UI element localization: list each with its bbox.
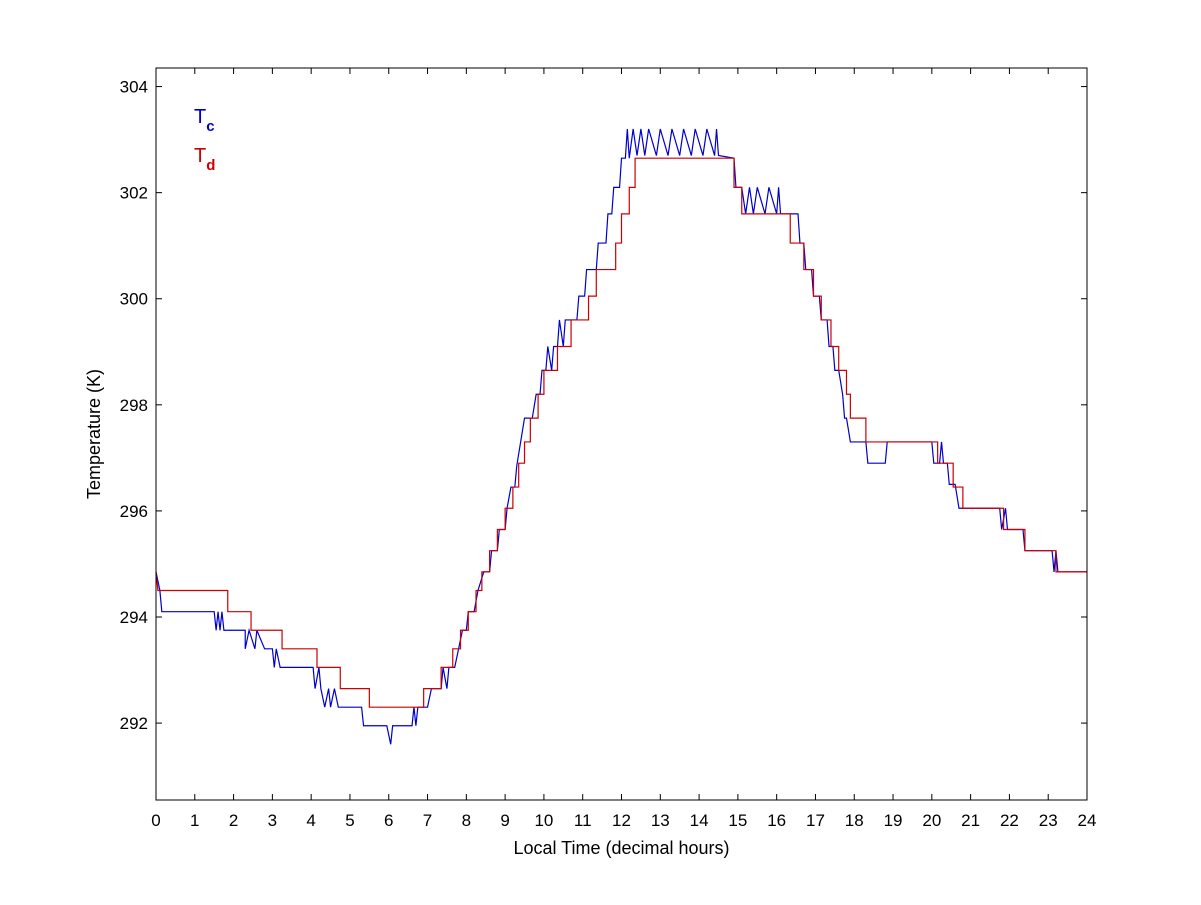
x-tick-label: 15 (728, 811, 747, 830)
x-tick-label: 14 (690, 811, 709, 830)
y-tick-label: 294 (120, 608, 148, 627)
x-tick-label: 17 (806, 811, 825, 830)
y-tick-label: 300 (120, 290, 148, 309)
plot-area (156, 68, 1087, 800)
y-tick-label: 304 (120, 78, 148, 97)
y-axis-label: Temperature (K) (84, 369, 104, 499)
y-tick-labels: 292 294 296 298 300 302 304 (120, 78, 148, 734)
x-tick-label: 7 (423, 811, 432, 830)
x-tick-label: 11 (574, 811, 592, 830)
x-tick-label: 18 (845, 811, 864, 830)
x-tick-label: 16 (767, 811, 786, 830)
x-tick-label: 23 (1039, 811, 1058, 830)
x-tick-label: 1 (190, 811, 199, 830)
y-tick-label: 298 (120, 396, 148, 415)
x-tick-label: 22 (1000, 811, 1019, 830)
x-tick-label: 0 (151, 811, 160, 830)
x-tick-label: 24 (1078, 811, 1097, 830)
x-tick-label: 8 (462, 811, 471, 830)
y-tick-label: 302 (120, 184, 148, 203)
x-tick-label: 20 (922, 811, 941, 830)
x-axis-label: Local Time (decimal hours) (513, 838, 729, 858)
x-tick-label: 5 (345, 811, 354, 830)
x-tick-label: 13 (651, 811, 670, 830)
x-tick-label: 10 (534, 811, 553, 830)
plot-frame (155, 67, 1088, 801)
x-tick-labels: 0 1 2 3 4 5 6 7 8 9 10 11 12 13 14 15 16 17 18 19 20 21 22 23 24 (151, 811, 1096, 830)
x-tick-label: 9 (500, 811, 509, 830)
series-line-T-c (155, 128, 1087, 745)
x-tick-label: 6 (384, 811, 393, 830)
x-tick-label: 4 (306, 811, 315, 830)
x-tick-label: 2 (229, 811, 238, 830)
y-tick-label: 296 (120, 502, 148, 521)
series-layer (155, 128, 1087, 745)
legend-entry-T-d: Td (194, 145, 215, 174)
x-tick-label: 12 (612, 811, 631, 830)
x-tick-label: 3 (268, 811, 277, 830)
y-tick-label: 292 (120, 714, 148, 733)
series-line-T-d (155, 157, 1087, 708)
x-tick-label: 21 (961, 811, 980, 830)
legend: Tc Td (194, 106, 215, 174)
x-tick-label: 19 (884, 811, 903, 830)
legend-entry-T-c: Tc (194, 106, 215, 135)
